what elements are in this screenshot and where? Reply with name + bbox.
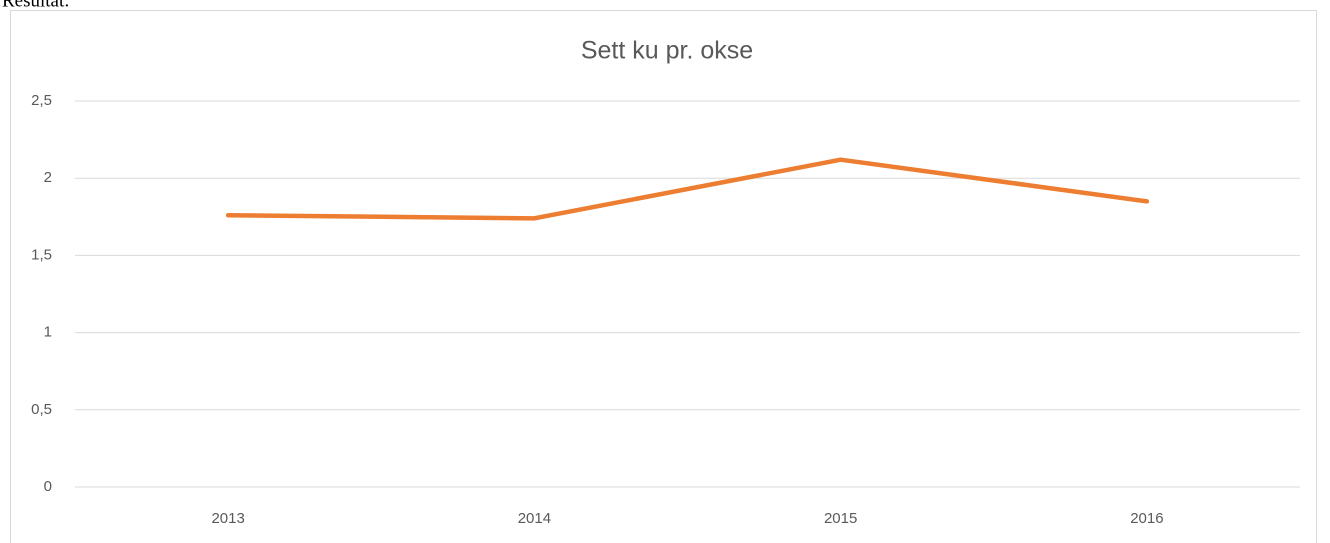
y-tick-label: 1,5 <box>31 246 52 263</box>
line-series <box>225 157 1150 221</box>
chart-frame <box>10 10 1317 543</box>
caption: Resultat: <box>2 0 70 11</box>
x-tick-label: 2013 <box>211 510 244 527</box>
y-tick-label: 1 <box>44 324 52 341</box>
y-tick-label: 0,5 <box>31 401 52 418</box>
y-tick-label: 0 <box>44 478 52 495</box>
x-tick-label: 2015 <box>824 510 857 527</box>
chart-title: Sett ku pr. okse <box>581 37 753 65</box>
y-tick-label: 2 <box>44 169 52 186</box>
x-tick-label: 2016 <box>1130 510 1163 527</box>
x-tick-label: 2014 <box>518 510 551 527</box>
y-tick-label: 2,5 <box>31 92 52 109</box>
